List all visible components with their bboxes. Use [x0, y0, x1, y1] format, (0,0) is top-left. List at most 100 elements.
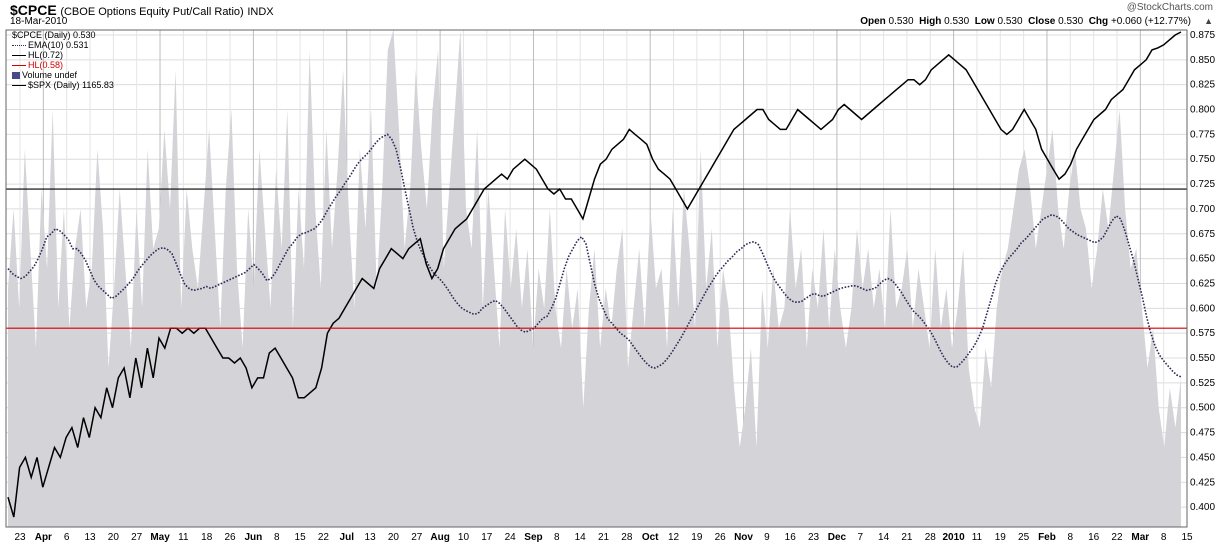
x-tick-label: Nov — [734, 532, 753, 543]
x-tick-label: 19 — [691, 532, 703, 543]
legend-label: Volume undef — [22, 70, 78, 80]
x-tick-label: 8 — [1068, 532, 1074, 543]
legend-entry: $CPCE (Daily) 0.530 — [12, 30, 96, 40]
y-tick-label: 0.625 — [1190, 278, 1215, 289]
legend-label: HL(0.72) — [28, 50, 64, 60]
chart-series — [7, 30, 1182, 527]
legend-entry: HL(0.58) — [12, 60, 63, 70]
y-tick-label: 0.875 — [1190, 30, 1215, 41]
exchange: INDX — [247, 6, 274, 18]
close-value: 0.530 — [1058, 16, 1084, 27]
x-tick-label: Aug — [430, 532, 449, 543]
x-tick-label: 20 — [388, 532, 400, 543]
chg-value: +0.060 (+12.77%) — [1110, 16, 1191, 27]
x-tick-label: 23 — [14, 532, 26, 543]
x-tick-label: 25 — [1018, 532, 1030, 543]
symbol: $CPCE — [10, 2, 57, 18]
y-tick-label: 0.425 — [1190, 477, 1215, 488]
x-tick-label: 28 — [621, 532, 633, 543]
legend-entry: Volume undef — [12, 70, 77, 80]
x-tick-label: Jul — [340, 532, 355, 543]
x-tick-label: 17 — [481, 532, 493, 543]
open-label: Open — [860, 16, 886, 27]
chg-label: Chg — [1088, 16, 1109, 27]
legend-swatch — [12, 55, 26, 57]
x-tick-label: 22 — [1111, 532, 1123, 543]
y-tick-label: 0.550 — [1190, 353, 1215, 364]
x-tick-label: Mar — [1131, 532, 1149, 543]
horizontal-lines — [6, 188, 1187, 329]
y-tick-label: 0.525 — [1190, 378, 1215, 389]
x-tick-label: 27 — [131, 532, 143, 543]
x-tick-label: Jun — [245, 532, 263, 543]
x-tick-label: 2010 — [942, 532, 965, 543]
y-tick-label: 0.400 — [1190, 502, 1215, 513]
y-axis: 0.400 0.425 0.450 0.475 0.500 0.525 0.550 0.575… — [1190, 30, 1215, 513]
plot-frame — [5, 29, 1188, 528]
y-tick-label: 0.500 — [1190, 403, 1215, 414]
chart-date: 18-Mar-2010 — [10, 16, 68, 27]
legend-swatch — [12, 72, 20, 80]
x-tick-label: 28 — [925, 532, 937, 543]
up-triangle-icon[interactable]: ▲ — [1204, 16, 1213, 26]
y-tick-label: 0.475 — [1190, 428, 1215, 439]
x-tick-label: 11 — [972, 532, 983, 543]
y-tick-label: 0.675 — [1190, 229, 1215, 240]
y-tick-label: 0.750 — [1190, 154, 1215, 165]
x-tick-label: 12 — [668, 532, 680, 543]
y-tick-label: 0.825 — [1190, 80, 1215, 91]
y-tick-label: 0.600 — [1190, 303, 1215, 314]
chart-header: $CPCE (CBOE Options Equity Put/Call Rati… — [0, 0, 1221, 30]
x-tick-label: 15 — [295, 532, 307, 543]
x-tick-label: May — [150, 532, 170, 543]
x-tick-label: Sep — [524, 532, 542, 543]
x-tick-label: Feb — [1038, 532, 1056, 543]
chart-title: $CPCE (CBOE Options Equity Put/Call Rati… — [10, 2, 274, 18]
x-tick-label: 7 — [857, 532, 863, 543]
legend-swatch — [12, 65, 26, 67]
x-axis: 23 Apr 6 13 20 27 May 11 18 26 Jun 8 15 22 Jul 13 20 27 Au… — [14, 532, 1193, 543]
y-tick-label: 0.700 — [1190, 204, 1215, 215]
x-tick-label: 13 — [84, 532, 96, 543]
y-tick-label: 0.850 — [1190, 55, 1215, 66]
x-tick-label: 13 — [365, 532, 377, 543]
legend-label: $SPX (Daily) 1165.83 — [28, 80, 114, 90]
high-label: High — [919, 16, 942, 27]
x-tick-label: Oct — [642, 532, 659, 543]
y-tick-label: 0.450 — [1190, 452, 1215, 463]
x-tick-label: 11 — [178, 532, 189, 543]
x-tick-label: Apr — [35, 532, 52, 543]
ema-series-line — [7, 133, 1182, 378]
x-tick-label: 18 — [201, 532, 213, 543]
low-value: 0.530 — [997, 16, 1023, 27]
symbol-description: (CBOE Options Equity Put/Call Ratio) — [60, 6, 244, 18]
low-label: Low — [974, 16, 995, 27]
x-tick-label: 22 — [318, 532, 330, 543]
x-tick-label: 21 — [901, 532, 913, 543]
x-tick-label: 15 — [1181, 532, 1193, 543]
x-tick-label: 16 — [1088, 532, 1100, 543]
x-tick-label: 23 — [808, 532, 820, 543]
open-value: 0.530 — [888, 16, 914, 27]
ohlc-readout: Open 0.530 High 0.530 Low 0.530 Close 0.… — [860, 16, 1191, 27]
x-tick-label: 8 — [1161, 532, 1167, 543]
x-tick-label: 20 — [108, 532, 120, 543]
x-tick-label: 19 — [995, 532, 1007, 543]
legend-label: HL(0.58) — [28, 60, 64, 70]
x-tick-label: 6 — [64, 532, 70, 543]
x-tick-label: Dec — [828, 532, 847, 543]
cpce-area-series — [8, 30, 1181, 527]
brand-link[interactable]: @StockCharts.com — [1126, 2, 1213, 13]
y-tick-label: 0.650 — [1190, 254, 1215, 265]
x-tick-label: 24 — [505, 532, 517, 543]
x-tick-label: 9 — [764, 532, 770, 543]
legend-label: $CPCE (Daily) 0.530 — [12, 30, 96, 40]
y-tick-label: 0.800 — [1190, 105, 1215, 116]
y-tick-label: 0.775 — [1190, 129, 1215, 140]
x-tick-label: 26 — [715, 532, 727, 543]
legend-swatch — [12, 45, 26, 47]
legend-swatch — [12, 85, 26, 87]
x-tick-label: 21 — [598, 532, 610, 543]
x-tick-label: 8 — [274, 532, 280, 543]
